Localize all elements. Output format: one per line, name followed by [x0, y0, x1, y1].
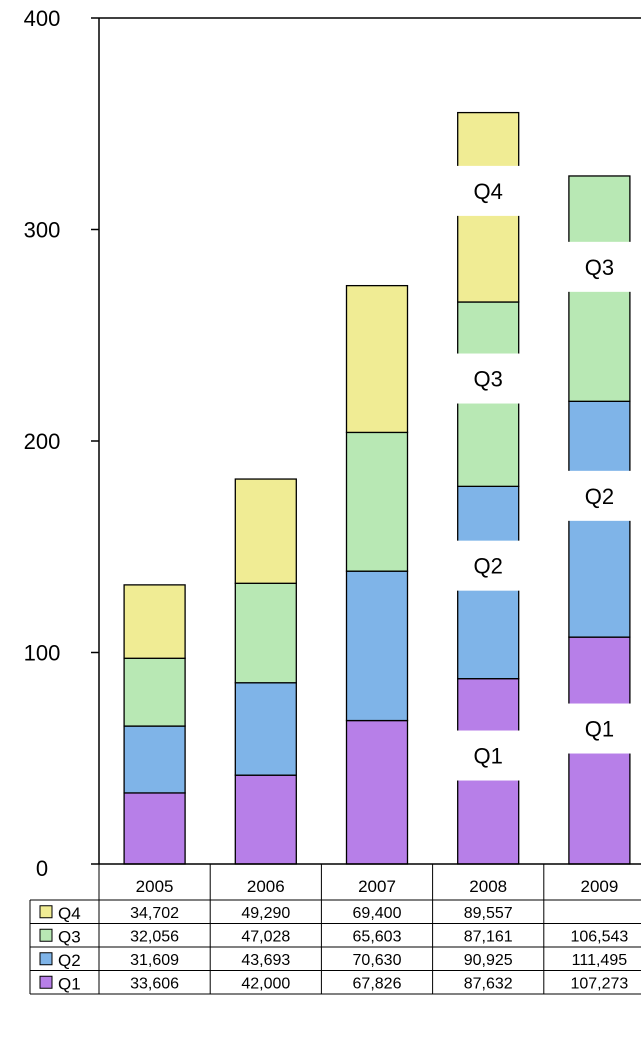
- annotation-gap: [448, 540, 529, 591]
- table-cell: 69,400: [353, 905, 402, 922]
- table-cell: 107,273: [570, 975, 628, 992]
- x-category-label: 2009: [580, 877, 618, 896]
- annotation-gap: [448, 165, 529, 216]
- bar-2005-q2: [123, 725, 186, 794]
- legend-label-q4: Q4: [58, 904, 81, 923]
- legend-label-q1: Q1: [58, 974, 81, 993]
- y-tick-label: 0: [36, 856, 48, 881]
- legend-label-q2: Q2: [58, 951, 81, 970]
- table-cell: 67,826: [353, 975, 402, 992]
- bar-2005-q4: [123, 584, 186, 659]
- bar-2007-q4: [345, 284, 409, 434]
- table-cell: 89,557: [464, 905, 513, 922]
- annotation-gap: [559, 241, 640, 292]
- table-cell: 65,603: [353, 928, 402, 945]
- bar-2005-q3: [123, 657, 186, 727]
- legend-swatch-q3: [39, 928, 53, 942]
- bar-2007-q3: [345, 431, 409, 572]
- table-cell: 90,925: [464, 952, 513, 969]
- bar-2006-q4: [234, 478, 297, 584]
- bar-2006-q3: [234, 582, 297, 684]
- data-table: 2005 2006 2007 2008 2009 Q4 34,702 49,290 69,400…: [29, 863, 641, 995]
- table-cell: 106,543: [570, 928, 628, 945]
- table-cell: 111,495: [572, 952, 628, 969]
- bar-2005-q1: [123, 792, 186, 865]
- y-tick-label: 100: [24, 641, 61, 666]
- legend-label-q3: Q3: [58, 927, 81, 946]
- annotation-gap: [559, 470, 640, 521]
- table-cell: 70,630: [353, 952, 402, 969]
- annotation-label: Q4: [474, 179, 503, 204]
- bars-layer: [123, 111, 631, 865]
- legend-swatch-q4: [39, 905, 53, 919]
- annotation-gap: [559, 703, 640, 754]
- legend-swatch-q2: [39, 952, 53, 966]
- table-cell: 33,606: [130, 975, 179, 992]
- annotation-label: Q2: [585, 484, 614, 509]
- annotation-label: Q1: [585, 717, 614, 742]
- table-cell: 32,056: [130, 928, 179, 945]
- axes-layer: 0 100 200 300 400: [24, 6, 641, 881]
- table-cell: 42,000: [241, 975, 290, 992]
- annotation-label: Q1: [474, 744, 503, 769]
- x-category-label: 2005: [136, 877, 174, 896]
- table-cell: 49,290: [241, 905, 290, 922]
- table-cell: 87,161: [464, 928, 513, 945]
- y-tick-label: 400: [24, 6, 61, 31]
- table-cell: 47,028: [241, 928, 290, 945]
- x-category-label: 2008: [469, 877, 507, 896]
- table-cell: 43,693: [241, 952, 290, 969]
- bar-2006-q2: [234, 682, 297, 776]
- y-tick-label: 200: [24, 429, 61, 454]
- y-tick-label: 300: [24, 218, 61, 243]
- bar-2007-q1: [345, 719, 409, 865]
- bar-2007-q2: [345, 570, 409, 722]
- annotation-gap: [448, 353, 529, 404]
- table-cell: 34,702: [130, 905, 179, 922]
- x-category-label: 2007: [358, 877, 396, 896]
- annotation-label: Q2: [474, 554, 503, 579]
- annotations-layer: Q1 Q2 Q3 Q4 Q1 Q2 Q3: [448, 165, 640, 781]
- table-cell: 87,632: [464, 975, 513, 992]
- annotation-label: Q3: [585, 255, 614, 280]
- x-category-label: 2006: [247, 877, 285, 896]
- bar-2006-q1: [234, 774, 297, 865]
- annotation-label: Q3: [474, 367, 503, 392]
- legend-swatch-q1: [39, 975, 53, 989]
- table-cell: 31,609: [130, 952, 179, 969]
- annotation-gap: [448, 730, 529, 781]
